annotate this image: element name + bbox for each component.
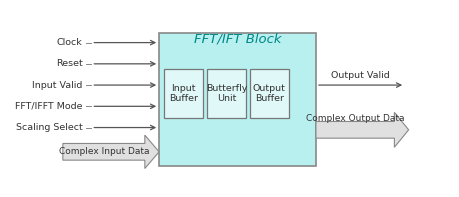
FancyBboxPatch shape [250, 69, 288, 118]
Text: Clock: Clock [56, 38, 82, 47]
Text: Butterfly
Unit: Butterfly Unit [205, 84, 246, 103]
Text: Input Valid: Input Valid [32, 81, 82, 90]
Text: FFT/IFFT Mode: FFT/IFFT Mode [15, 102, 82, 111]
FancyBboxPatch shape [207, 69, 245, 118]
Text: Complex Input Data: Complex Input Data [58, 147, 149, 156]
Text: FFT/IFT Block: FFT/IFT Block [193, 32, 280, 45]
Text: Input
Buffer: Input Buffer [169, 84, 198, 103]
FancyBboxPatch shape [159, 33, 315, 166]
Text: Scaling Select: Scaling Select [16, 123, 82, 132]
Text: Output Valid: Output Valid [330, 71, 389, 80]
FancyBboxPatch shape [164, 69, 202, 118]
Text: Reset: Reset [56, 59, 82, 68]
Text: Complex Output Data: Complex Output Data [305, 114, 403, 123]
Polygon shape [315, 112, 408, 147]
Text: Output
Buffer: Output Buffer [252, 84, 285, 103]
Polygon shape [63, 135, 159, 168]
